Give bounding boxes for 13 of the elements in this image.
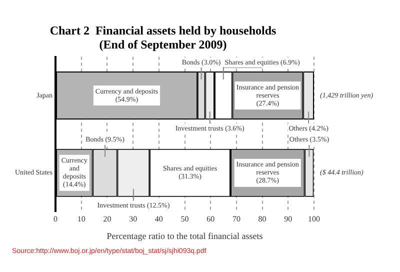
x-tick-label: 60 — [206, 214, 215, 224]
x-tick-label: 50 — [180, 214, 189, 224]
x-tick-label: 10 — [77, 214, 86, 224]
x-tick-label: 0 — [54, 214, 58, 224]
x-tick-label: 90 — [284, 214, 292, 224]
x-tick-label: 100 — [308, 214, 320, 224]
x-tick-label: 80 — [258, 214, 266, 224]
x-tick-label: 30 — [129, 214, 138, 224]
x-tick-label: 70 — [232, 214, 240, 224]
chart-title: Chart 2 Financial assets held by households (End of September 2009) — [50, 23, 277, 52]
x-tick-label: 40 — [154, 214, 163, 224]
x-tick-label: 20 — [103, 214, 112, 224]
x-axis-title: Percentage ratio to the total financial assets — [106, 230, 264, 241]
